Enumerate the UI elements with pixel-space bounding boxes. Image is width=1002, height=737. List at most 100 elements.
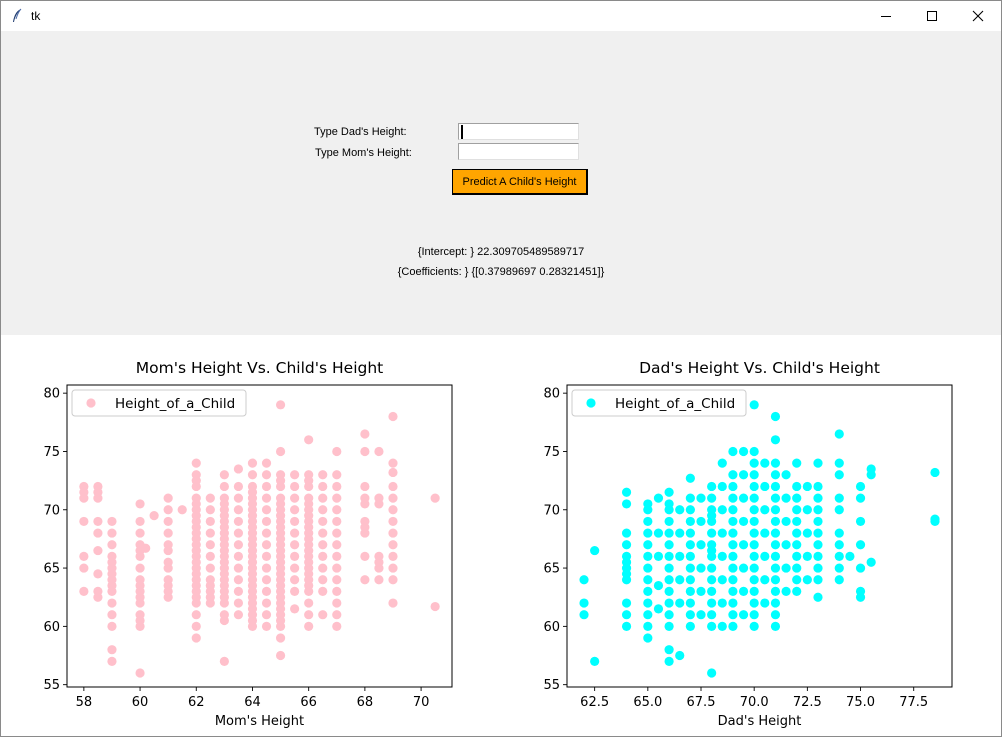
data-point — [770, 516, 781, 527]
data-point — [247, 621, 258, 631]
data-point — [685, 575, 695, 585]
data-point — [579, 575, 589, 585]
data-point — [802, 575, 812, 585]
data-point — [707, 575, 717, 585]
data-point — [107, 586, 117, 596]
data-point — [79, 563, 89, 573]
data-point — [275, 633, 286, 643]
data-point — [855, 516, 866, 527]
data-point — [205, 493, 215, 503]
data-point — [707, 528, 717, 538]
data-point — [290, 505, 300, 515]
data-point — [304, 435, 314, 445]
data-point — [233, 586, 244, 596]
data-point — [332, 551, 342, 562]
data-point — [643, 540, 653, 550]
data-point — [304, 610, 314, 620]
data-point — [664, 645, 674, 655]
data-point — [643, 516, 653, 527]
y-tick-label: 75 — [543, 445, 560, 460]
data-point — [664, 598, 674, 608]
data-point — [802, 481, 812, 492]
data-point — [332, 610, 342, 620]
x-tick-label: 66 — [300, 695, 317, 710]
data-point — [163, 528, 173, 538]
coefficients-text: {Coefficients: } {[0.37989697 0.28321451… — [397, 266, 605, 278]
dad-height-input[interactable] — [458, 123, 579, 140]
data-point — [304, 621, 314, 631]
data-point — [621, 598, 632, 608]
data-point — [621, 499, 632, 509]
data-point — [813, 575, 823, 585]
data-point — [749, 528, 759, 538]
legend-marker — [586, 398, 596, 408]
data-point — [675, 650, 685, 661]
chart-title: Dad's Height Vs. Child's Height — [639, 359, 880, 377]
data-point — [770, 470, 781, 480]
data-point — [707, 668, 717, 678]
data-point — [643, 551, 653, 562]
plot-frame — [66, 384, 453, 688]
data-point — [621, 575, 632, 585]
data-point — [664, 586, 674, 596]
data-point — [813, 551, 823, 562]
data-point — [770, 598, 781, 608]
minimize-icon — [881, 16, 891, 17]
data-point — [855, 563, 866, 573]
data-point — [332, 586, 342, 596]
data-point — [590, 545, 600, 556]
x-tick-label: 62 — [188, 695, 205, 710]
data-point — [707, 598, 717, 608]
data-point — [643, 563, 653, 573]
data-point — [233, 540, 244, 550]
data-point — [318, 610, 328, 620]
data-point — [388, 551, 398, 562]
data-point — [802, 551, 812, 562]
data-point — [290, 516, 300, 527]
data-point — [770, 610, 781, 620]
close-button[interactable] — [955, 1, 1001, 31]
data-point — [728, 446, 738, 457]
data-point — [261, 610, 272, 620]
data-point — [93, 493, 103, 503]
data-point — [685, 610, 695, 620]
data-point — [135, 516, 145, 527]
data-point — [191, 598, 201, 608]
data-point — [93, 545, 103, 556]
data-point — [388, 493, 398, 503]
data-point — [163, 505, 173, 515]
x-tick-label: 75.0 — [846, 695, 875, 710]
data-point — [107, 540, 117, 550]
maximize-button[interactable] — [909, 1, 955, 31]
mom-height-input[interactable] — [458, 143, 579, 160]
data-point — [760, 505, 770, 515]
data-point — [643, 586, 653, 596]
data-point — [685, 598, 695, 608]
data-point — [792, 575, 802, 585]
maximize-icon — [927, 11, 937, 21]
data-point — [149, 510, 159, 521]
data-point — [93, 528, 103, 538]
data-point — [760, 481, 770, 492]
dad-chart: 62.5 65.0 67.5 70.0 72.5 75.0 77.5 55 60 65 70 75 80… — [543, 359, 953, 729]
y-tick-label: 80 — [543, 387, 560, 402]
data-point — [675, 598, 685, 608]
data-point — [388, 467, 398, 478]
x-axis-label: Dad's Height — [718, 714, 802, 729]
data-point — [664, 487, 674, 497]
data-point — [163, 592, 173, 602]
data-point — [388, 505, 398, 515]
data-point — [135, 551, 145, 562]
data-point — [685, 473, 695, 483]
minimize-button[interactable] — [863, 1, 909, 31]
data-point — [643, 610, 653, 620]
predict-button[interactable]: Predict A Child's Height — [452, 169, 588, 195]
data-point — [664, 610, 674, 620]
legend: Height_of_a_Child — [571, 389, 747, 417]
data-point — [643, 575, 653, 585]
y-tick-label: 60 — [43, 620, 60, 635]
plot-frame — [566, 384, 953, 688]
data-point — [866, 557, 876, 567]
title-bar[interactable]: tk — [1, 1, 1001, 31]
data-point — [621, 540, 632, 550]
